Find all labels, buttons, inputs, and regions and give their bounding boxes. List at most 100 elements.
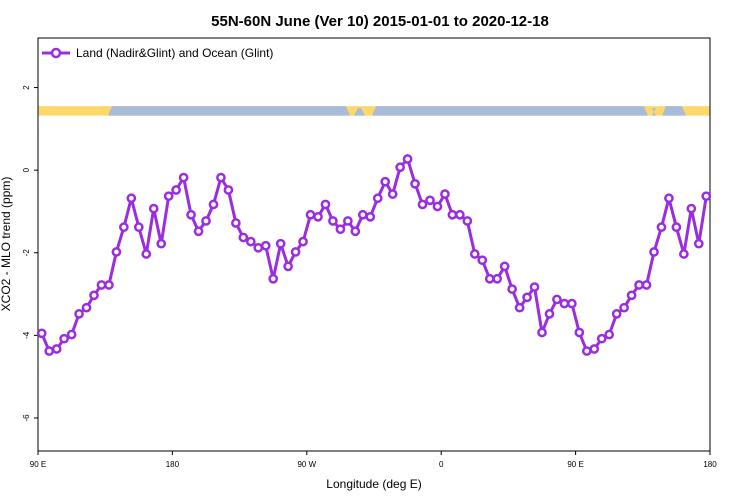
series-group [36,154,712,356]
y-tick-label: 0 [22,167,31,172]
data-point [417,199,428,210]
legend: Land (Nadir&Glint) and Ocean (Glint) [42,46,273,60]
data-point [425,195,435,206]
data-point [537,327,547,338]
data-point [552,294,562,305]
legend-label: Land (Nadir&Glint) and Ocean (Glint) [76,46,273,60]
data-point [641,280,652,290]
x-tick-label: 180 [703,460,717,469]
data-point [581,346,592,356]
data-point [36,328,47,339]
data-point [492,273,503,284]
data-point [574,327,585,338]
data-point [171,185,181,195]
plot-frame [37,37,711,452]
land-ocean-band [38,106,710,116]
data-point [440,189,450,199]
data-point [544,309,555,319]
data-point [313,211,323,222]
x-tick-label: 90 E [567,460,583,469]
data-point [223,185,234,195]
data-point [604,329,615,340]
data-point [596,333,607,344]
band-ocean [354,108,365,116]
data-point [275,238,286,249]
data-point [664,193,674,204]
data-point [201,216,211,226]
data-point [514,302,525,313]
data-point [372,193,383,204]
data-point [701,191,712,202]
data-point [529,282,540,292]
data-point [522,292,532,303]
x-tick-label: 0 [439,460,444,469]
data-point [387,189,398,199]
data-point [477,255,488,266]
data-point [104,280,114,290]
y-tick-label: -2 [22,249,31,257]
chart-title: 55N-60N June (Ver 10) 2015-01-01 to 2020… [211,13,549,30]
data-point [148,203,159,214]
data-point [245,236,256,247]
data-point [305,209,316,220]
data-point [567,298,577,309]
series-line [40,157,708,353]
data-point [283,261,293,272]
y-axis-label: XCO2 - MLO trend (ppm) [0,177,13,312]
data-point [634,280,644,290]
legend-marker [50,47,62,59]
data-point [649,247,659,257]
data-point [59,333,69,344]
data-point [328,216,338,226]
data-point [380,176,391,187]
data-point [499,261,510,272]
data-point [156,238,167,249]
x-tick-label: 180 [166,460,180,469]
data-point [469,249,480,259]
data-point [589,344,600,354]
data-point [410,178,420,189]
data-point [216,172,226,183]
data-point [96,280,107,290]
data-point [260,240,271,251]
band-ocean [372,106,648,116]
data-point [365,211,376,222]
data-point [611,309,622,319]
data-point [357,209,368,220]
data-point [343,216,353,226]
data-point [559,298,570,309]
data-point [290,247,301,257]
data-point [238,232,249,243]
data-point [462,216,473,226]
data-point [619,302,629,313]
data-point [74,309,84,319]
data-point [447,209,458,220]
data-point [133,222,144,233]
data-point [298,236,308,247]
y-axis: 2 0 -2 -4 -6 [22,85,38,422]
data-point [626,290,637,301]
x-axis: 90 E 180 90 W 0 90 E 180 [30,451,717,469]
data-point [178,172,189,183]
data-point [44,346,55,356]
y-tick-label: 2 [22,85,31,90]
data-point [268,273,279,284]
data-point [656,222,667,233]
data-point [81,302,92,313]
data-point [89,290,99,301]
data-point [335,224,346,235]
y-tick-label: -4 [22,331,31,339]
data-point [432,201,443,212]
data-point [231,218,241,228]
band-ocean [662,106,686,116]
data-point [141,249,152,259]
band-ocean [108,106,350,116]
data-point [186,209,196,220]
data-point [66,329,77,340]
data-point [193,226,204,237]
y-tick-label: -6 [22,414,31,422]
x-tick-label: 90 E [30,460,46,469]
data-point [208,199,219,210]
data-point [455,209,465,220]
data-point [679,249,689,259]
